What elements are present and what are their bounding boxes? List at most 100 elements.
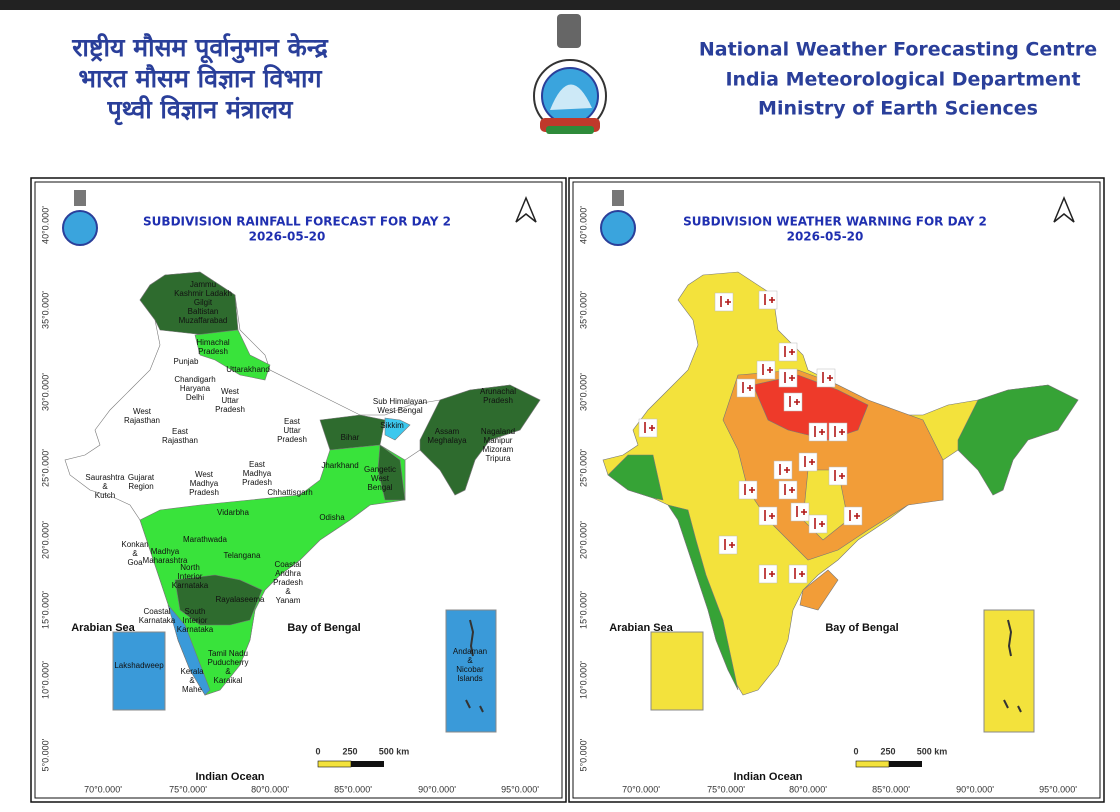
lat-label: 30°0.000' <box>578 373 588 411</box>
region-shape <box>167 604 211 696</box>
emblem <box>533 14 607 134</box>
region-label: Gangetic <box>364 465 396 474</box>
islands <box>465 619 484 713</box>
warning-icon <box>758 564 778 584</box>
warning-icon <box>778 480 798 500</box>
panel-logo-top <box>612 190 624 206</box>
region-label: Chhattisgarh <box>267 488 312 497</box>
region-label: Chandigarh <box>174 375 215 384</box>
region-label: Gujarat <box>128 473 155 482</box>
lat-label: 25°0.000' <box>578 449 588 487</box>
region-label: Uttar <box>283 426 301 435</box>
warning-icon-glyph <box>834 470 845 481</box>
region-label: & <box>467 656 473 665</box>
region-shape <box>384 417 411 441</box>
region-label: Arunachal <box>480 387 516 396</box>
region-label: South <box>185 607 206 616</box>
lon-label: 80°0.000' <box>251 784 289 794</box>
region-label: & <box>285 587 291 596</box>
warning-icon-glyph <box>796 506 807 517</box>
region-label: Mahe <box>182 685 203 694</box>
region-label: Manipur <box>484 436 513 445</box>
region-label: Pradesh <box>198 347 228 356</box>
region-label: Coastal <box>143 607 170 616</box>
panel-title: SUBDIVISION RAINFALL FORECAST FOR DAY 2 <box>143 215 451 229</box>
region-label: Konkan <box>121 540 148 549</box>
warning-icon-glyph <box>822 372 833 383</box>
region-label: Muzaffarabad <box>179 316 228 325</box>
warning-icon <box>773 460 793 480</box>
region-label: Telangana <box>224 551 261 560</box>
region-label: Interior <box>183 616 208 625</box>
warning-icon-glyph <box>784 346 795 357</box>
north-arrow <box>1053 196 1075 223</box>
region-label: East <box>172 427 189 436</box>
region-label: Gilgit <box>194 298 213 307</box>
region-shape <box>319 414 386 451</box>
region-shape <box>139 444 406 696</box>
lat-label: 25°0.000' <box>40 449 50 487</box>
lon-label: 90°0.000' <box>956 784 994 794</box>
region-label: Jammu <box>190 280 216 289</box>
region-label: West <box>133 407 152 416</box>
region-label: Interior <box>178 572 203 581</box>
region-label: Rayalaseema <box>216 595 265 604</box>
region-label: Tamil Nadu <box>208 649 248 658</box>
warning-icon <box>788 564 808 584</box>
warning-icon-glyph <box>764 294 775 305</box>
region-label: Pradesh <box>273 578 303 587</box>
warning-icon <box>638 418 658 438</box>
region-label: Madhya <box>243 469 272 478</box>
region-label: Meghalaya <box>427 436 467 445</box>
sea-label: Indian Ocean <box>733 771 802 783</box>
region-label: Puducherry <box>208 658 249 667</box>
lat-label: 10°0.000' <box>578 661 588 699</box>
lat-label: 30°0.000' <box>40 373 50 411</box>
warning-icon-glyph <box>720 296 731 307</box>
warning-icon <box>758 290 778 310</box>
region-shape <box>174 574 263 626</box>
region-label: Pradesh <box>277 435 307 444</box>
lat-label: 15°0.000' <box>40 591 50 629</box>
warning-icon-glyph <box>744 484 755 495</box>
region-label: Andaman <box>453 647 487 656</box>
english-line: India Meteorological Department <box>725 69 1080 91</box>
region-label: Uttar <box>221 396 239 405</box>
warning-icon <box>790 502 810 522</box>
region-label: Karnataka <box>139 616 176 625</box>
map-panel: SUBDIVISION WEATHER WARNING FOR DAY 2202… <box>568 177 1105 803</box>
english-line: Ministry of Earth Sciences <box>758 98 1038 120</box>
region-label: Rajasthan <box>162 436 198 445</box>
hindi-line: राष्ट्रीय मौसम पूर्वानुमान केन्द्र <box>71 33 328 64</box>
region-label: Pradesh <box>189 488 219 497</box>
region-label: Sikkim <box>380 421 404 430</box>
warning-icon-glyph <box>794 568 805 579</box>
panel-date: 2026-05-20 <box>249 230 326 244</box>
warning-icon <box>816 368 836 388</box>
region-label: Vidarbha <box>217 508 249 517</box>
panel-frame-inner <box>34 181 563 799</box>
region-label: Mizoram <box>483 445 514 454</box>
region-label: Bihar <box>341 433 360 442</box>
region-shape <box>194 329 271 381</box>
hindi-line: भारत मौसम विज्ञान विभाग <box>78 64 322 93</box>
region-label: Karaikal <box>214 676 243 685</box>
region-label: West <box>221 387 240 396</box>
warning-icon-glyph <box>724 539 735 550</box>
scale-bar <box>855 760 890 768</box>
top-bar <box>0 0 1120 10</box>
region-label: East <box>284 417 301 426</box>
region-label: Kutch <box>95 491 115 500</box>
region-label: Sub Himalayan <box>373 397 427 406</box>
panel-logo-top <box>74 190 86 206</box>
warning-icon <box>758 506 778 526</box>
region-label: Nicobar <box>456 665 484 674</box>
scale-label: 250 <box>880 746 895 756</box>
warning-icon-glyph <box>762 364 773 375</box>
region-label: Baltistan <box>188 307 219 316</box>
scale-label: 250 <box>342 746 357 756</box>
region-label: Nagaland <box>481 427 515 436</box>
region-label: Andhra <box>275 569 301 578</box>
